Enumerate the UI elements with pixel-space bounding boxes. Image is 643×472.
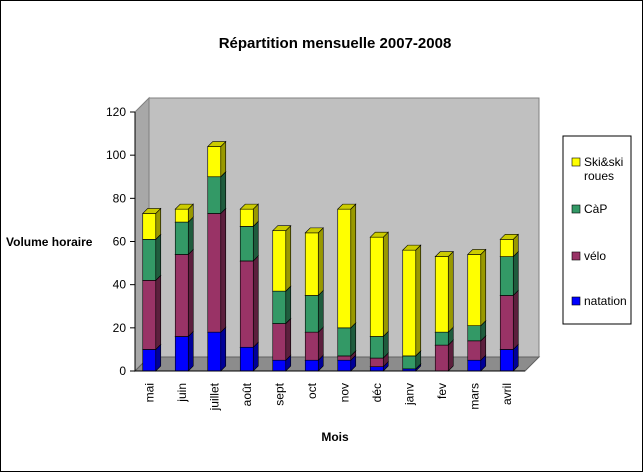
- bar-segment-c-p-2: [207, 171, 227, 215]
- legend-label: vélo: [584, 249, 606, 263]
- x-tick-label: juillet: [207, 382, 221, 411]
- bar-segment-v-lo-1: [174, 248, 194, 338]
- bar-segment-ski-ski-roues-8: [402, 244, 422, 357]
- y-axis-label: Volume horaire: [6, 235, 93, 249]
- bar-segment-ski-ski-roues-4: [272, 224, 292, 292]
- x-tick-label: juin: [175, 383, 189, 403]
- bars: mai juin juillet août sept oct nov déc janv fev ma…: [142, 140, 519, 411]
- legend-swatch: [571, 251, 581, 261]
- x-axis-label: Mois: [321, 430, 349, 444]
- bar-segment-v-lo-4: [272, 317, 292, 361]
- bar-segment-ski-ski-roues-11: [499, 233, 519, 258]
- bar-segment-v-lo-11: [499, 289, 519, 351]
- legend-swatch: [571, 296, 581, 306]
- bar-segment-ski-ski-roues-10: [467, 248, 487, 327]
- bar-segment-c-p-1: [174, 216, 194, 256]
- x-tick-label: mars: [467, 383, 481, 410]
- x-tick-label: avril: [500, 383, 514, 405]
- y-tick-label: 40: [113, 278, 127, 292]
- bar-segment-v-lo-0: [142, 274, 162, 351]
- y-tick-label: 0: [119, 364, 126, 378]
- bar-segment-v-lo-2: [207, 207, 227, 333]
- legend-label: CàP: [584, 202, 607, 216]
- y-tick-label: 80: [113, 191, 127, 205]
- x-tick-label: fev: [435, 383, 449, 399]
- bar-segment-c-p-5: [304, 289, 324, 333]
- legend-item-ski-ski-roues: Ski&ski roues: [571, 155, 623, 183]
- x-tick-label: sept: [272, 382, 286, 405]
- bar-segment-ski-ski-roues-2: [207, 140, 227, 178]
- legend-swatch: [571, 157, 581, 167]
- legend-box: [562, 135, 632, 325]
- bar-segment-ski-ski-roues-1: [174, 203, 194, 223]
- x-tick-label: oct: [305, 382, 319, 399]
- x-tick-label: mai: [142, 383, 156, 402]
- bar-segment-c-p-0: [142, 233, 162, 282]
- y-tick-label: 20: [113, 321, 127, 335]
- chart-title: Répartition mensuelle 2007-2008: [219, 35, 452, 52]
- axes: 0 20 40 60 80 100 120: [106, 105, 525, 378]
- bar-segment-ski-ski-roues-3: [239, 203, 259, 228]
- bar-segment-natation-3: [239, 341, 259, 372]
- bar-segment-natation-1: [174, 330, 194, 372]
- legend: Ski&ski roues CàP vélo natation: [562, 135, 632, 325]
- bar-segment-v-lo-3: [239, 255, 259, 348]
- x-tick-label: déc: [370, 383, 384, 402]
- legend-item-natation: natation: [571, 294, 627, 308]
- bar-segment-c-p-4: [272, 285, 292, 325]
- bar-segment-c-p-11: [499, 250, 519, 297]
- bar-segment-ski-ski-roues-6: [337, 203, 357, 329]
- bar-segment-ski-ski-roues-7: [369, 231, 389, 338]
- y-tick-label: 60: [113, 235, 127, 249]
- legend-label: Ski&ski roues: [584, 155, 623, 183]
- legend-swatch: [571, 204, 581, 214]
- y-tick-label: 120: [106, 105, 126, 119]
- legend-label: natation: [584, 294, 627, 308]
- bar-segment-ski-ski-roues-5: [304, 227, 324, 297]
- x-tick-label: août: [240, 382, 254, 406]
- y-tick-label: 100: [106, 148, 126, 162]
- legend-item-v-lo: vélo: [571, 249, 606, 263]
- bar-segment-v-lo-5: [304, 326, 324, 361]
- x-tick-label: nov: [337, 383, 351, 402]
- bar-segment-natation-2: [207, 326, 227, 372]
- bar-segment-c-p-3: [239, 220, 259, 262]
- legend-item-c-p: CàP: [571, 202, 607, 216]
- x-tick-label: janv: [402, 383, 416, 406]
- bar-segment-ski-ski-roues-0: [142, 207, 162, 241]
- bar-segment-ski-ski-roues-9: [434, 250, 454, 333]
